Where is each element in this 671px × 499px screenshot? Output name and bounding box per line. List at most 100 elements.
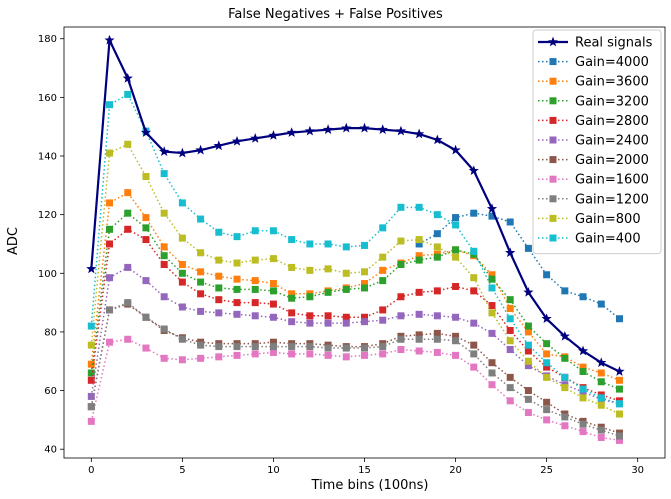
data-point-gain-400 — [160, 170, 168, 178]
data-point-gain-2400 — [197, 307, 205, 315]
data-point-gain-2000 — [543, 398, 551, 406]
data-point-gain-4000 — [524, 244, 532, 252]
data-point-gain-1600 — [142, 344, 150, 352]
data-point-gain-1600 — [342, 353, 350, 361]
data-point-real-signals — [432, 134, 443, 145]
data-point-gain-2800 — [379, 306, 387, 314]
data-point-gain-1600 — [306, 350, 314, 358]
data-point-gain-1200 — [197, 341, 205, 349]
data-point-gain-2400 — [251, 312, 259, 320]
data-point-gain-1200 — [251, 343, 259, 351]
data-point-real-signals — [231, 135, 243, 146]
data-point-gain-800 — [361, 268, 368, 276]
data-point-gain-1600 — [415, 347, 423, 355]
data-point-real-signals — [559, 330, 570, 341]
data-point-gain-2000 — [488, 359, 496, 367]
legend-entry-gain-400: Gain=400 — [538, 232, 641, 247]
legend: Real signals Gain=4000 Gain=3600 Gain=3200 G… — [532, 29, 662, 255]
data-point-gain-1200 — [433, 335, 441, 343]
data-point-gain-3200 — [415, 256, 423, 264]
data-point-gain-2800 — [215, 296, 223, 304]
legend-marker — [549, 175, 557, 183]
data-point-gain-800 — [342, 269, 350, 277]
data-point-gain-800 — [251, 256, 259, 264]
data-point-gain-3200 — [178, 269, 186, 277]
data-point-gain-3600 — [87, 360, 95, 368]
data-point-gain-1600 — [178, 356, 186, 364]
data-point-real-signals — [159, 146, 170, 156]
legend-label: Gain=400 — [575, 232, 641, 247]
data-point-gain-2400 — [178, 303, 186, 311]
data-point-real-signals — [359, 122, 370, 133]
data-point-real-signals — [104, 34, 115, 45]
data-point-gain-400 — [342, 243, 350, 251]
data-point-gain-4000 — [561, 287, 569, 295]
data-point-gain-1600 — [197, 354, 205, 362]
data-point-gain-400 — [324, 240, 332, 248]
data-point-gain-1200 — [415, 335, 423, 343]
data-point-gain-3600 — [379, 266, 387, 274]
data-point-gain-800 — [87, 341, 95, 349]
data-point-gain-3600 — [415, 252, 423, 260]
data-point-gain-2800 — [197, 290, 205, 298]
series-gain-1200 — [87, 299, 623, 440]
data-point-gain-3600 — [106, 199, 114, 207]
legend-marker — [549, 58, 557, 66]
legend-entry-real-signals: Real signals — [538, 36, 653, 51]
data-point-gain-1600 — [251, 350, 259, 358]
x-tick-label: 5 — [179, 465, 185, 476]
data-point-gain-1600 — [124, 335, 132, 343]
data-point-gain-800 — [160, 209, 168, 217]
data-point-gain-400 — [379, 224, 387, 232]
data-point-gain-400 — [397, 203, 405, 211]
data-point-gain-1200 — [306, 343, 314, 351]
data-point-gain-4000 — [615, 315, 623, 323]
data-point-gain-1200 — [160, 325, 168, 333]
plot-area — [86, 34, 625, 444]
legend-marker — [549, 234, 557, 242]
data-point-gain-3200 — [615, 385, 623, 393]
data-point-gain-4000 — [506, 218, 514, 226]
data-point-gain-800 — [269, 255, 277, 263]
data-point-gain-2400 — [233, 310, 241, 318]
data-point-gain-1200 — [269, 343, 277, 351]
data-point-gain-800 — [233, 259, 241, 267]
data-point-gain-2800 — [87, 376, 95, 384]
data-point-gain-2000 — [470, 341, 478, 349]
data-point-gain-2800 — [415, 288, 423, 296]
data-point-gain-1600 — [561, 422, 569, 430]
legend-marker — [549, 136, 557, 144]
data-point-gain-1200 — [324, 344, 332, 352]
data-point-gain-3200 — [543, 340, 551, 348]
data-point-gain-3200 — [397, 260, 405, 268]
x-tick-label: 20 — [449, 465, 462, 476]
legend-entry-gain-3600: Gain=3600 — [538, 75, 649, 90]
data-point-real-signals — [450, 144, 461, 155]
data-point-gain-2000 — [415, 331, 423, 339]
data-point-gain-3600 — [615, 376, 623, 384]
data-point-gain-2800 — [288, 309, 296, 317]
data-point-gain-800 — [397, 237, 405, 245]
series-line-gain-400 — [90, 93, 620, 405]
data-point-gain-2000 — [269, 338, 277, 346]
x-tick-label: 25 — [540, 465, 553, 476]
data-point-gain-800 — [415, 236, 423, 244]
data-point-gain-4000 — [470, 209, 478, 217]
data-point-gain-1200 — [524, 395, 532, 403]
data-point-gain-2000 — [452, 332, 460, 340]
data-point-gain-400 — [124, 90, 132, 98]
legend-label: Gain=1200 — [575, 192, 649, 207]
data-point-gain-2800 — [178, 278, 186, 286]
data-point-gain-3600 — [524, 328, 532, 336]
data-point-real-signals — [140, 127, 152, 137]
data-point-gain-2400 — [397, 312, 405, 320]
data-point-gain-1600 — [87, 417, 95, 425]
data-point-real-signals — [541, 313, 552, 324]
data-point-gain-2800 — [361, 313, 368, 321]
legend-label: Gain=2400 — [575, 134, 649, 149]
data-point-gain-3600 — [251, 277, 259, 285]
data-point-gain-3600 — [488, 271, 496, 279]
data-point-gain-3600 — [142, 214, 150, 222]
data-point-gain-2800 — [124, 225, 132, 233]
data-point-gain-800 — [142, 173, 150, 181]
